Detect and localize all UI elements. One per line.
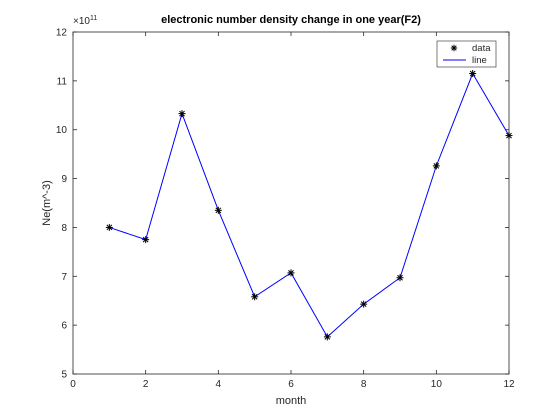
data-point xyxy=(251,293,258,300)
x-tick-label: 2 xyxy=(143,379,149,390)
data-point xyxy=(288,269,295,276)
data-point xyxy=(433,162,440,169)
data-point xyxy=(324,333,331,340)
legend: data line xyxy=(437,41,496,67)
y-tick-label: 6 xyxy=(61,321,67,332)
data-point xyxy=(360,301,367,308)
legend-marker-asterisk xyxy=(451,45,457,51)
y-tick-label: 5 xyxy=(61,370,67,381)
x-axis-label: month xyxy=(276,395,307,407)
x-tick-label: 10 xyxy=(431,379,443,390)
y-tick-label: 7 xyxy=(61,272,67,283)
x-tick-label: 12 xyxy=(503,379,515,390)
data-point xyxy=(142,236,149,243)
y-tick-label: 8 xyxy=(61,223,67,234)
y-exponent-power: 11 xyxy=(90,15,97,22)
plot-area xyxy=(73,32,509,374)
x-tick-label: 6 xyxy=(288,379,294,390)
y-axis-label: Ne(m^-3) xyxy=(41,180,53,226)
x-tick-label: 8 xyxy=(361,379,367,390)
data-point xyxy=(106,224,113,231)
x-tick-label: 0 xyxy=(70,379,76,390)
legend-label-line: line xyxy=(472,55,487,66)
chart-title: electronic number density change in one … xyxy=(161,14,421,26)
data-point xyxy=(469,70,476,77)
data-point xyxy=(397,274,404,281)
y-exponent-base: ×10 xyxy=(73,16,90,27)
legend-marker-data xyxy=(451,45,457,51)
y-tick-label: 9 xyxy=(61,174,67,185)
x-tick-label: 4 xyxy=(216,379,222,390)
data-point xyxy=(506,132,513,139)
data-point xyxy=(179,110,186,117)
data-point xyxy=(215,207,222,214)
legend-label-data: data xyxy=(472,43,491,54)
y-tick-label: 11 xyxy=(57,76,68,87)
y-tick-label: 12 xyxy=(56,28,68,39)
y-tick-label: 10 xyxy=(56,125,68,136)
